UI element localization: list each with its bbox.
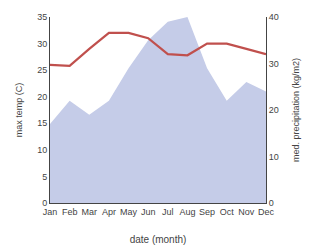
svg-text:Oct: Oct [220, 207, 235, 217]
svg-text:5: 5 [42, 172, 47, 182]
svg-text:35: 35 [37, 12, 47, 22]
svg-text:30: 30 [269, 59, 279, 69]
svg-text:20: 20 [269, 105, 279, 115]
svg-text:Apr: Apr [102, 207, 116, 217]
svg-text:Aug: Aug [179, 207, 195, 217]
svg-text:0: 0 [269, 198, 274, 208]
svg-text:date (month): date (month) [130, 234, 187, 245]
svg-text:10: 10 [269, 152, 279, 162]
svg-text:Sep: Sep [199, 207, 215, 217]
svg-text:Mar: Mar [82, 207, 98, 217]
svg-text:May: May [120, 207, 138, 217]
svg-text:0: 0 [42, 198, 47, 208]
svg-text:40: 40 [269, 12, 279, 22]
svg-text:Jun: Jun [141, 207, 156, 217]
svg-text:25: 25 [37, 65, 47, 75]
svg-text:10: 10 [37, 145, 47, 155]
svg-text:max temp (C): max temp (C) [14, 83, 24, 138]
svg-text:30: 30 [37, 39, 47, 49]
svg-text:Dec: Dec [258, 207, 275, 217]
svg-text:20: 20 [37, 92, 47, 102]
svg-text:Jan: Jan [43, 207, 58, 217]
svg-text:Feb: Feb [62, 207, 78, 217]
svg-text:15: 15 [37, 118, 47, 128]
svg-text:med. precipitation (kg/m2): med. precipitation (kg/m2) [291, 58, 301, 162]
svg-text:Nov: Nov [238, 207, 255, 217]
svg-text:Jul: Jul [162, 207, 174, 217]
